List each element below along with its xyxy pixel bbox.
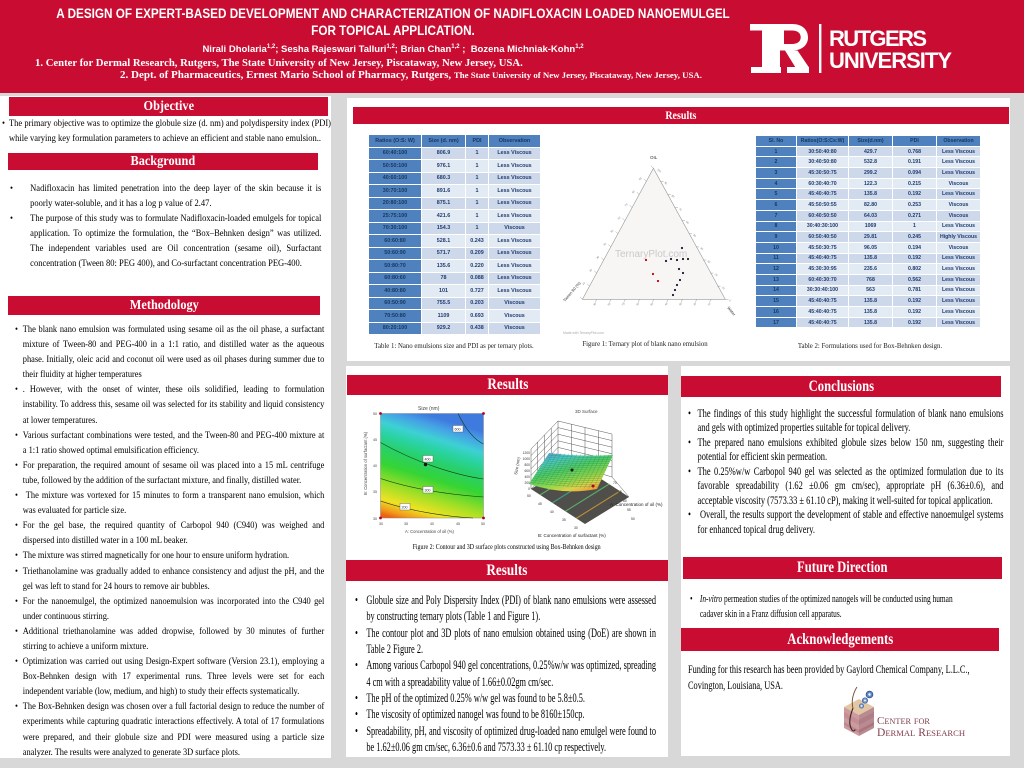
svg-text:40: 40 (664, 301, 669, 306)
svg-text:90: 90 (592, 301, 597, 306)
svg-text:Size (nm): Size (nm) (418, 406, 440, 412)
svg-text:400: 400 (524, 475, 530, 479)
svg-text:45: 45 (373, 438, 377, 442)
svg-text:40: 40 (550, 510, 554, 514)
svg-text:45: 45 (538, 502, 542, 506)
svg-text:0: 0 (528, 487, 530, 491)
svg-text:OIL: OIL (650, 155, 658, 160)
svg-text:40: 40 (430, 522, 434, 526)
svg-text:10: 10 (721, 285, 726, 290)
svg-text:50: 50 (527, 494, 531, 498)
svg-text:RUTGERS: RUTGERS (829, 26, 927, 51)
svg-text:50: 50 (609, 228, 614, 233)
svg-text:90: 90 (664, 181, 669, 186)
svg-text:200: 200 (524, 481, 530, 485)
svg-text:TernaryPlot.com: TernaryPlot.com (615, 249, 687, 260)
svg-text:70: 70 (613, 481, 617, 485)
svg-text:50: 50 (692, 233, 697, 238)
svg-text:50: 50 (649, 301, 654, 306)
svg-text:70: 70 (624, 202, 629, 207)
svg-text:35: 35 (562, 518, 566, 522)
svg-text:Tween 80 (%): Tween 80 (%) (562, 280, 582, 303)
svg-text:Size (nm): Size (nm) (513, 456, 521, 475)
svg-text:1000: 1000 (523, 457, 531, 461)
svg-text:55: 55 (627, 508, 631, 512)
svg-text:CENTER FOR: CENTER FOR (877, 715, 930, 727)
svg-text:30: 30 (678, 301, 683, 306)
svg-text:Water: Water (726, 305, 737, 317)
svg-text:3D Surface: 3D Surface (575, 409, 598, 414)
svg-text:B: Concentration of surfactant: B: Concentration of surfactant (%) (363, 431, 368, 495)
svg-text:70: 70 (621, 301, 626, 306)
svg-text:40: 40 (373, 464, 377, 468)
svg-text:10: 10 (581, 281, 586, 286)
svg-text:Made with TernaryPlot.com: Made with TernaryPlot.com (563, 331, 604, 335)
svg-text:600: 600 (524, 469, 530, 473)
svg-text:A: Concentration of oil (%): A: Concentration of oil (%) (405, 529, 454, 534)
svg-text:90: 90 (638, 176, 643, 181)
svg-text:50: 50 (373, 412, 377, 416)
svg-text:20: 20 (714, 272, 719, 277)
svg-text:100: 100 (656, 168, 662, 174)
svg-text:50: 50 (631, 517, 635, 521)
svg-text:30: 30 (373, 517, 377, 521)
svg-text:20: 20 (692, 301, 697, 306)
svg-text:50: 50 (481, 522, 485, 526)
svg-text:300: 300 (425, 489, 431, 493)
svg-text:30: 30 (595, 254, 600, 259)
svg-text:10: 10 (707, 301, 712, 306)
svg-text:30: 30 (379, 522, 383, 526)
svg-text:60: 60 (635, 301, 640, 306)
svg-text:60: 60 (617, 215, 622, 220)
svg-text:40: 40 (602, 241, 607, 246)
svg-text:0: 0 (728, 299, 732, 303)
svg-text:200: 200 (402, 506, 408, 510)
svg-text:80: 80 (671, 194, 676, 199)
svg-text:600: 600 (455, 428, 461, 432)
svg-text:80: 80 (631, 189, 636, 194)
svg-text:80: 80 (607, 301, 612, 306)
svg-text:60: 60 (685, 220, 690, 225)
svg-text:400: 400 (425, 458, 431, 462)
svg-text:UNIVERSITY: UNIVERSITY (829, 48, 952, 73)
svg-text:35: 35 (373, 490, 377, 494)
svg-text:65: 65 (618, 490, 622, 494)
svg-text:DERMAL RESEARCH: DERMAL RESEARCH (877, 727, 965, 739)
svg-text:40: 40 (699, 246, 704, 251)
svg-text:800: 800 (524, 463, 530, 467)
svg-text:70: 70 (678, 207, 683, 212)
svg-text:20: 20 (588, 268, 593, 273)
svg-text:A: Concentration of oil (%): A: Concentration of oil (%) (610, 502, 663, 507)
svg-text:60: 60 (623, 499, 627, 503)
svg-text:30: 30 (707, 259, 712, 264)
svg-text:30: 30 (574, 526, 578, 530)
svg-text:35: 35 (404, 522, 408, 526)
svg-text:B: Concentration of surfactant: B: Concentration of surfactant (%) (538, 533, 606, 538)
svg-text:45: 45 (456, 522, 460, 526)
svg-text:1200: 1200 (523, 451, 531, 455)
